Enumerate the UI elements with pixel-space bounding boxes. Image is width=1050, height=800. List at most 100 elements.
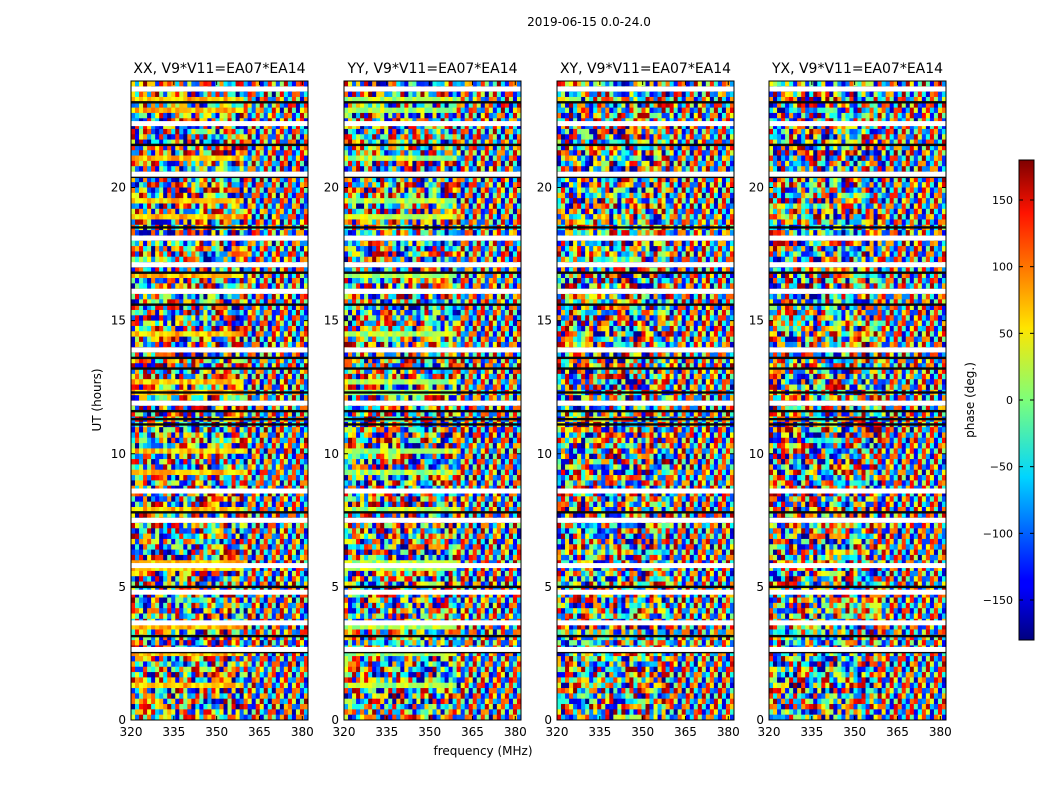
phase-cell bbox=[267, 650, 273, 657]
phase-cell bbox=[267, 214, 273, 220]
phase-cell bbox=[295, 373, 301, 380]
phase-cell bbox=[299, 480, 305, 487]
phase-cell bbox=[147, 384, 152, 391]
phase-cell bbox=[187, 544, 192, 551]
phase-cell bbox=[219, 432, 224, 439]
phase-cell bbox=[191, 570, 196, 577]
phase-cell bbox=[199, 608, 204, 614]
phase-cell bbox=[203, 368, 208, 375]
phase-cell bbox=[151, 91, 156, 98]
phase-cell bbox=[139, 565, 144, 572]
phase-cell bbox=[163, 166, 168, 172]
phase-cell bbox=[187, 501, 192, 508]
phase-cell bbox=[195, 533, 200, 540]
phase-cell bbox=[247, 272, 253, 279]
phase-cell bbox=[291, 597, 297, 604]
phase-cell bbox=[283, 155, 289, 162]
phase-cell bbox=[239, 320, 245, 327]
phase-cell bbox=[183, 613, 188, 620]
phase-cell bbox=[207, 522, 212, 529]
phase-cell bbox=[187, 187, 192, 194]
phase-cell bbox=[291, 512, 297, 519]
phase-cell bbox=[187, 256, 192, 263]
phase-cell bbox=[303, 501, 308, 508]
phase-cell bbox=[139, 102, 144, 109]
phase-cell bbox=[151, 512, 156, 519]
phase-cell bbox=[139, 192, 144, 199]
phase-cell bbox=[159, 501, 164, 508]
phase-cell bbox=[231, 629, 236, 636]
phase-cell bbox=[231, 294, 236, 300]
phase-cell bbox=[199, 538, 204, 545]
phase-cell bbox=[191, 592, 196, 598]
phase-cell bbox=[195, 405, 200, 412]
phase-cell bbox=[263, 304, 269, 311]
phase-cell bbox=[239, 166, 245, 172]
phase-cell bbox=[207, 395, 212, 401]
phase-cell bbox=[183, 182, 188, 188]
phase-cell bbox=[203, 666, 208, 673]
phase-cell bbox=[159, 549, 164, 556]
phase-cell bbox=[151, 666, 156, 673]
phase-cell bbox=[227, 128, 232, 135]
phase-cell bbox=[167, 496, 172, 503]
phase-cell bbox=[183, 320, 188, 327]
phase-cell bbox=[139, 629, 144, 636]
phase-cell bbox=[207, 325, 212, 332]
phase-cell bbox=[175, 682, 180, 689]
phase-cell bbox=[259, 512, 265, 519]
phase-cell bbox=[155, 363, 160, 369]
phase-cell bbox=[199, 208, 204, 215]
phase-cell bbox=[159, 475, 164, 481]
phase-cell bbox=[291, 123, 297, 130]
phase-cell bbox=[243, 219, 249, 226]
phase-cell bbox=[215, 448, 220, 455]
phase-cell bbox=[179, 507, 184, 513]
phase-cell bbox=[287, 661, 293, 668]
phase-cell bbox=[255, 576, 261, 582]
phase-cell bbox=[291, 304, 297, 311]
phase-cell bbox=[155, 522, 160, 529]
phase-cell bbox=[215, 405, 220, 412]
phase-cell bbox=[207, 176, 212, 183]
phase-cell bbox=[171, 464, 176, 471]
phase-cell bbox=[275, 554, 281, 561]
phase-cell bbox=[151, 198, 156, 204]
phase-cell bbox=[303, 576, 308, 582]
phase-cell bbox=[191, 91, 196, 98]
phase-cell bbox=[303, 538, 308, 545]
phase-cell bbox=[243, 501, 249, 508]
phase-cell bbox=[163, 459, 168, 465]
phase-cell bbox=[219, 256, 224, 263]
phase-cell bbox=[207, 256, 212, 263]
phase-cell bbox=[183, 565, 188, 572]
phase-cell bbox=[179, 128, 184, 135]
phase-cell bbox=[187, 453, 192, 460]
phase-cell bbox=[167, 219, 172, 226]
phase-cell bbox=[295, 208, 301, 215]
phase-cell bbox=[303, 325, 308, 332]
phase-cell bbox=[251, 491, 257, 497]
phase-cell bbox=[131, 81, 136, 87]
phase-cell bbox=[243, 650, 249, 657]
phase-cell bbox=[287, 384, 293, 391]
phase-cell bbox=[143, 666, 148, 673]
phase-cell bbox=[251, 128, 257, 135]
phase-cell bbox=[167, 278, 172, 284]
phase-cell bbox=[139, 459, 144, 465]
phase-cell bbox=[291, 208, 297, 215]
phase-cell bbox=[159, 246, 164, 252]
phase-cell bbox=[147, 336, 152, 343]
phase-cell bbox=[151, 144, 156, 151]
phase-cell bbox=[255, 208, 261, 215]
phase-cell bbox=[135, 469, 140, 476]
phase-cell bbox=[279, 522, 285, 529]
phase-cell bbox=[191, 304, 196, 311]
phase-cell bbox=[231, 592, 236, 598]
phase-cell bbox=[295, 341, 301, 348]
phase-cell bbox=[139, 81, 144, 87]
phase-cell bbox=[263, 230, 269, 236]
phase-cell bbox=[147, 677, 152, 684]
phase-cell bbox=[275, 661, 281, 668]
phase-cell bbox=[135, 672, 140, 678]
